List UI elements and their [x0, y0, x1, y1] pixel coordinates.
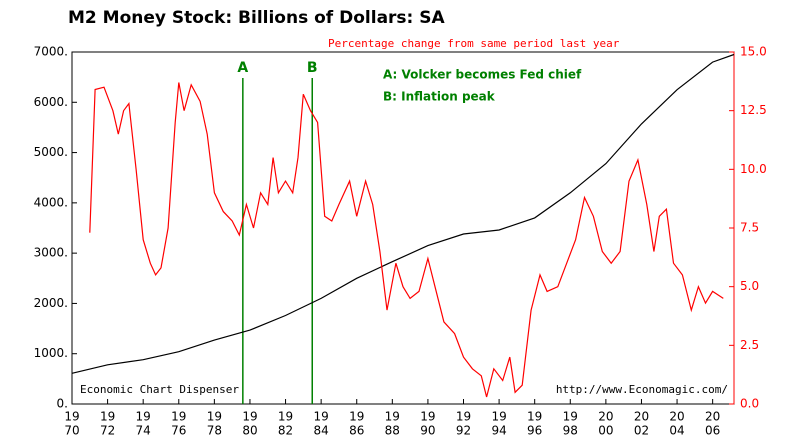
y2-tick-label: 10.0 — [740, 162, 767, 176]
x-tick-label: 78 — [207, 424, 222, 438]
y2-tick-label: 7.5 — [740, 221, 759, 235]
y2-tick-label: 12.5 — [740, 103, 767, 117]
y2-tick-label: 15.0 — [740, 45, 767, 59]
x-tick-label: 84 — [313, 424, 328, 438]
x-tick-label: 19 — [64, 410, 79, 424]
y-tick-label: 5000. — [34, 145, 68, 159]
x-tick-label: 74 — [136, 424, 151, 438]
x-tick-label: 94 — [491, 424, 506, 438]
x-tick-label: 20 — [669, 410, 684, 424]
series-line — [71, 53, 735, 374]
x-tick-label: 19 — [207, 410, 222, 424]
annotation: B: Inflation peak — [383, 90, 496, 104]
x-tick-label: 70 — [64, 424, 79, 438]
x-tick-label: 00 — [598, 424, 613, 438]
chart-subtitle: Percentage change from same period last … — [328, 37, 620, 50]
x-tick-label: 19 — [313, 410, 328, 424]
x-tick-label: 20 — [634, 410, 649, 424]
x-tick-label: 90 — [420, 424, 435, 438]
y-tick-label: 6000. — [34, 95, 68, 109]
x-tick-label: 19 — [100, 410, 115, 424]
x-tick-label: 72 — [100, 424, 115, 438]
x-tick-label: 80 — [242, 424, 257, 438]
y-tick-label: 7000. — [34, 45, 68, 59]
y-tick-label: 4000. — [34, 195, 68, 209]
x-tick-label: 19 — [563, 410, 578, 424]
marker-label: B — [307, 60, 318, 76]
x-tick-label: 88 — [385, 424, 400, 438]
x-tick-label: 76 — [171, 424, 186, 438]
x-tick-label: 19 — [171, 410, 186, 424]
x-tick-label: 19 — [242, 410, 257, 424]
x-tick-label: 19 — [349, 410, 364, 424]
footer-right: http://www.Economagic.com/ — [556, 383, 728, 396]
x-tick-label: 98 — [563, 424, 578, 438]
x-tick-label: 19 — [491, 410, 506, 424]
y-tick-label: 2000. — [34, 296, 68, 310]
x-tick-label: 19 — [136, 410, 151, 424]
y2-tick-label: 2.5 — [740, 338, 759, 352]
x-tick-label: 20 — [598, 410, 613, 424]
x-tick-label: 06 — [705, 424, 720, 438]
plot-frame — [71, 51, 735, 405]
x-tick-label: 19 — [527, 410, 542, 424]
x-tick-label: 20 — [705, 410, 720, 424]
x-tick-label: 92 — [456, 424, 471, 438]
x-tick-label: 86 — [349, 424, 364, 438]
x-tick-label: 82 — [278, 424, 293, 438]
y2-tick-label: 5.0 — [740, 279, 759, 293]
annotation: A: Volcker becomes Fed chief — [383, 68, 582, 82]
x-tick-label: 96 — [527, 424, 542, 438]
chart-title: M2 Money Stock: Billions of Dollars: SA — [68, 8, 445, 28]
y-tick-label: 3000. — [34, 246, 68, 260]
y2-tick-label: 0.0 — [740, 397, 759, 411]
y-tick-label: 0. — [57, 397, 68, 411]
x-tick-label: 19 — [278, 410, 293, 424]
x-tick-label: 04 — [669, 424, 684, 438]
x-tick-label: 02 — [634, 424, 649, 438]
footer-left: Economic Chart Dispenser — [80, 383, 239, 396]
x-tick-label: 19 — [385, 410, 400, 424]
series-line — [89, 82, 724, 398]
y-tick-label: 1000. — [34, 346, 68, 360]
marker-label: A — [237, 60, 248, 76]
x-tick-label: 19 — [420, 410, 435, 424]
x-tick-label: 19 — [456, 410, 471, 424]
